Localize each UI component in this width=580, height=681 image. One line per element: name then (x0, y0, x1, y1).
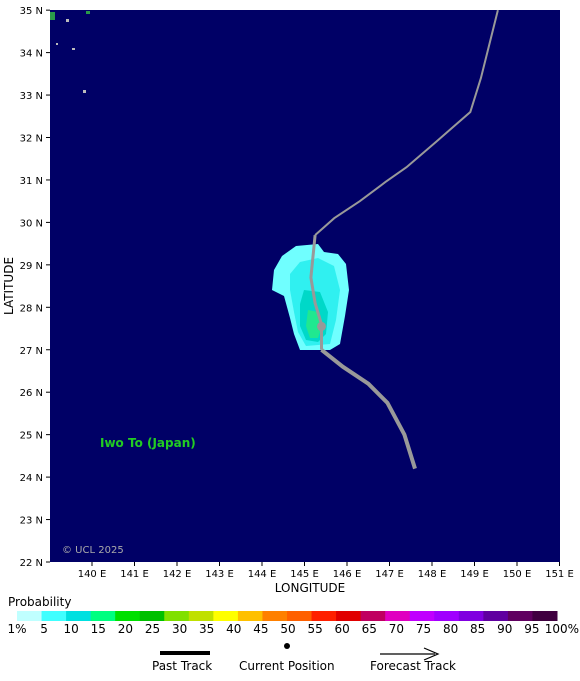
island-marker (86, 11, 90, 14)
legend-title: Probability (8, 595, 71, 609)
colorbar-label: 50 (280, 622, 295, 636)
longitude-tick-label: 141 E (120, 569, 149, 580)
island-marker (72, 48, 75, 50)
island-marker (56, 43, 58, 45)
place-label: Iwo To (Japan) (100, 436, 196, 450)
colorbar-swatch (409, 611, 435, 621)
current-position-legend-label: Current Position (239, 659, 335, 673)
colorbar-swatch (532, 611, 558, 621)
colorbar-swatch (237, 611, 263, 621)
longitude-tick-label: 151 E (545, 569, 574, 580)
colorbar-label: 35 (199, 622, 214, 636)
colorbar-swatch (507, 611, 533, 621)
current-position-marker (317, 321, 326, 331)
probability-colorbar-labels: 1% 5 10 15 20 25 30 35 40 45 50 55 60 65 70 75 80 85 90 95 1… (7, 622, 579, 636)
past-track-line-south (320, 348, 417, 470)
island-marker (83, 90, 86, 93)
colorbar-swatch (41, 611, 67, 621)
colorbar-swatch (66, 611, 92, 621)
colorbar-label: 30 (172, 622, 187, 636)
colorbar-swatch (385, 611, 411, 621)
colorbar-swatch (336, 611, 362, 621)
forecast-track-legend-arrow-icon (423, 647, 440, 661)
colorbar-label: 1% (7, 622, 26, 636)
island-marker (66, 19, 69, 22)
colorbar-label: 25 (145, 622, 160, 636)
latitude-tick-label: 35 N (20, 6, 43, 17)
colorbar-label: 65 (362, 622, 377, 636)
colorbar-label: 70 (389, 622, 404, 636)
colorbar-swatch (139, 611, 165, 621)
islands (50, 11, 90, 93)
latitude-tick-label: 28 N (20, 303, 43, 314)
longitude-tick-label: 142 E (163, 569, 192, 580)
colorbar-label: 20 (118, 622, 133, 636)
colorbar-label: 100% (545, 622, 579, 636)
latitude-tick-label: 27 N (20, 346, 43, 357)
latitude-tick-label: 32 N (20, 134, 43, 145)
colorbar-label: 85 (470, 622, 485, 636)
forecast-track-line (314, 9, 499, 236)
colorbar-label: 40 (226, 622, 241, 636)
forecast-track-legend-label: Forecast Track (370, 659, 456, 673)
latitude-tick-label: 22 N (20, 558, 43, 569)
colorbar-label: 5 (40, 622, 48, 636)
colorbar-label: 60 (335, 622, 350, 636)
latitude-tick-label: 31 N (20, 176, 43, 187)
colorbar-swatch (483, 611, 509, 621)
colorbar-label: 90 (497, 622, 512, 636)
colorbar-swatch (360, 611, 386, 621)
longitude-tick-label: 148 E (418, 569, 447, 580)
current-position-legend-dot (284, 643, 290, 649)
longitude-tick-label: 144 E (248, 569, 277, 580)
past-track-legend-label: Past Track (152, 659, 212, 673)
longitude-tick-label: 150 E (503, 569, 532, 580)
colorbar-swatch (17, 611, 43, 621)
colorbar-label: 15 (91, 622, 106, 636)
colorbar-label: 75 (416, 622, 431, 636)
colorbar-swatch (90, 611, 116, 621)
colorbar-swatch (262, 611, 288, 621)
colorbar-label: 95 (524, 622, 539, 636)
colorbar-label: 80 (443, 622, 458, 636)
latitude-tick-label: 30 N (20, 218, 43, 229)
latitude-tick-label: 26 N (20, 388, 43, 399)
longitude-tick-label: 143 E (205, 569, 234, 580)
longitude-tick-label: 146 E (333, 569, 362, 580)
colorbar-swatch (188, 611, 214, 621)
latitude-axis: 22 N 23 N 24 N 25 N 26 N 27 N 28 N 29 N 30 N 31 N… (20, 6, 50, 569)
island-marker (50, 12, 55, 20)
colorbar-label: 55 (307, 622, 322, 636)
colorbar-swatch (287, 611, 313, 621)
colorbar-label: 10 (64, 622, 79, 636)
latitude-tick-label: 29 N (20, 261, 43, 272)
colorbar-swatch (164, 611, 190, 621)
copyright-text: © UCL 2025 (62, 545, 124, 556)
probability-colorbar (17, 611, 558, 621)
longitude-tick-label: 145 E (290, 569, 319, 580)
longitude-tick-label: 140 E (78, 569, 107, 580)
latitude-axis-label: LATITUDE (2, 257, 16, 315)
colorbar-label: 45 (253, 622, 268, 636)
past-track-line (309, 234, 323, 350)
longitude-axis-label: LONGITUDE (275, 581, 345, 595)
latitude-tick-label: 33 N (20, 91, 43, 102)
latitude-tick-label: 23 N (20, 516, 43, 527)
colorbar-swatch (115, 611, 141, 621)
latitude-tick-label: 24 N (20, 473, 43, 484)
longitude-tick-label: 149 E (460, 569, 489, 580)
colorbar-swatch (458, 611, 484, 621)
longitude-tick-label: 147 E (375, 569, 404, 580)
latitude-tick-label: 34 N (20, 49, 43, 60)
latitude-tick-label: 25 N (20, 431, 43, 442)
colorbar-swatch (213, 611, 239, 621)
colorbar-swatch (434, 611, 460, 621)
colorbar-swatch (311, 611, 337, 621)
longitude-axis: 140 E 141 E 142 E 143 E 144 E 145 E 146 E 147 E… (78, 562, 574, 580)
